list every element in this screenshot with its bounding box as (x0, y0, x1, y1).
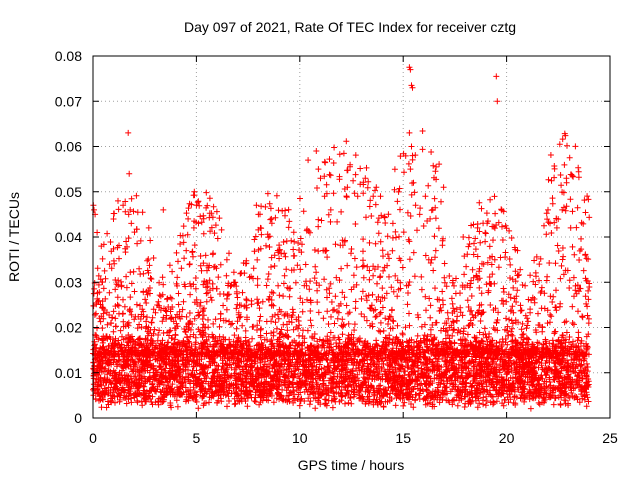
y-tick-label: 0.06 (55, 139, 82, 155)
y-tick-label: 0.08 (55, 48, 82, 64)
x-tick-label: 5 (193, 430, 201, 446)
y-axis-label: ROTI / TECUs (6, 192, 22, 282)
axis-ticks (92, 55, 611, 419)
roti-point-markers (90, 64, 593, 412)
y-tick-label: 0.05 (55, 184, 82, 200)
x-tick-labels: 0 5 10 15 20 25 (89, 430, 618, 446)
y-tick-label: 0.03 (55, 274, 82, 290)
chart-title: Day 097 of 2021, Rate Of TEC Index for r… (184, 19, 516, 35)
x-tick-label: 25 (602, 430, 618, 446)
x-tick-label: 10 (292, 430, 308, 446)
x-tick-label: 15 (395, 430, 411, 446)
x-tick-label: 0 (89, 430, 97, 446)
grid-lines (93, 56, 610, 418)
y-tick-label: 0.02 (55, 320, 82, 336)
x-axis-label: GPS time / hours (298, 457, 405, 473)
y-tick-label: 0.07 (55, 93, 82, 109)
y-tick-label: 0.01 (55, 365, 82, 381)
data-points (90, 64, 593, 412)
y-tick-label: 0 (74, 410, 82, 426)
y-tick-label: 0.04 (55, 229, 82, 245)
x-tick-label: 20 (499, 430, 515, 446)
y-tick-labels: 0 0.01 0.02 0.03 0.04 0.05 0.06 0.07 0.08 (55, 48, 82, 426)
